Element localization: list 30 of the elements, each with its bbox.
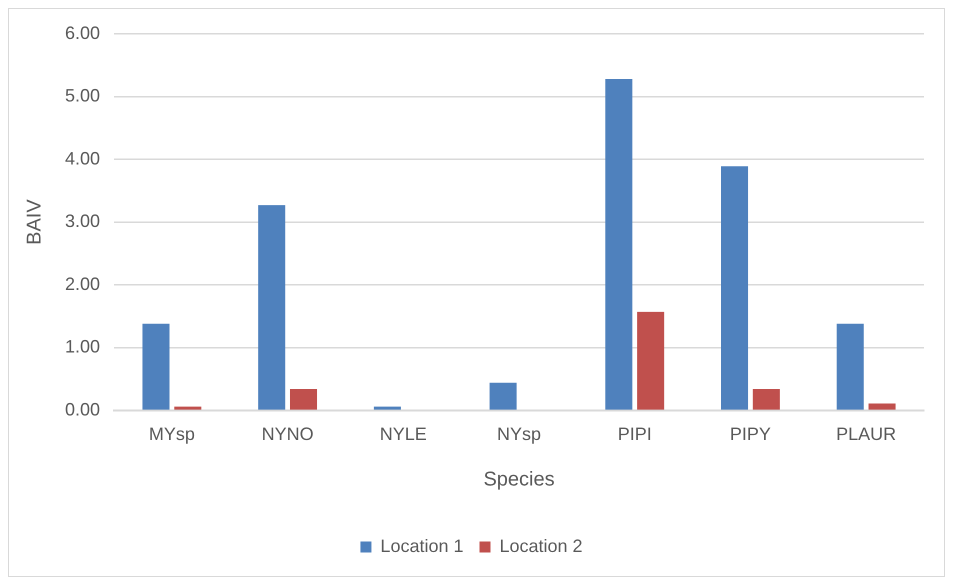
bar — [290, 389, 318, 410]
y-axis-title: BAIV — [24, 198, 46, 245]
bar — [605, 78, 632, 410]
y-tick-label: 0.00 — [64, 399, 100, 420]
bar — [490, 382, 517, 410]
bar — [752, 389, 780, 410]
x-tick-label: NYNO — [262, 424, 314, 444]
bar — [374, 406, 401, 410]
y-tick-label: 2.00 — [64, 274, 100, 294]
x-tick-label: PIPY — [730, 424, 771, 444]
bar — [721, 166, 748, 410]
bar — [868, 403, 896, 410]
bar — [637, 312, 664, 410]
y-tick-label: 4.00 — [64, 148, 100, 168]
y-tick-label: 1.00 — [64, 336, 100, 357]
y-tick-label: 6.00 — [64, 22, 100, 43]
y-tick-label: 5.00 — [64, 86, 100, 106]
x-tick-label: PLAUR — [836, 424, 896, 444]
x-tick-label: PIPI — [618, 424, 652, 444]
x-tick-label: MYsp — [148, 424, 195, 444]
bar — [258, 205, 286, 410]
x-tick-label: NYLE — [380, 424, 427, 444]
legend-label: Location 1 — [380, 536, 464, 556]
x-axis-title: Species — [483, 468, 555, 491]
y-tick-label: 3.00 — [64, 211, 100, 232]
bar — [142, 324, 170, 410]
bar — [174, 406, 202, 410]
legend-label: Location 2 — [500, 536, 583, 556]
x-tick-label: NYsp — [497, 424, 542, 444]
bar — [836, 324, 864, 410]
